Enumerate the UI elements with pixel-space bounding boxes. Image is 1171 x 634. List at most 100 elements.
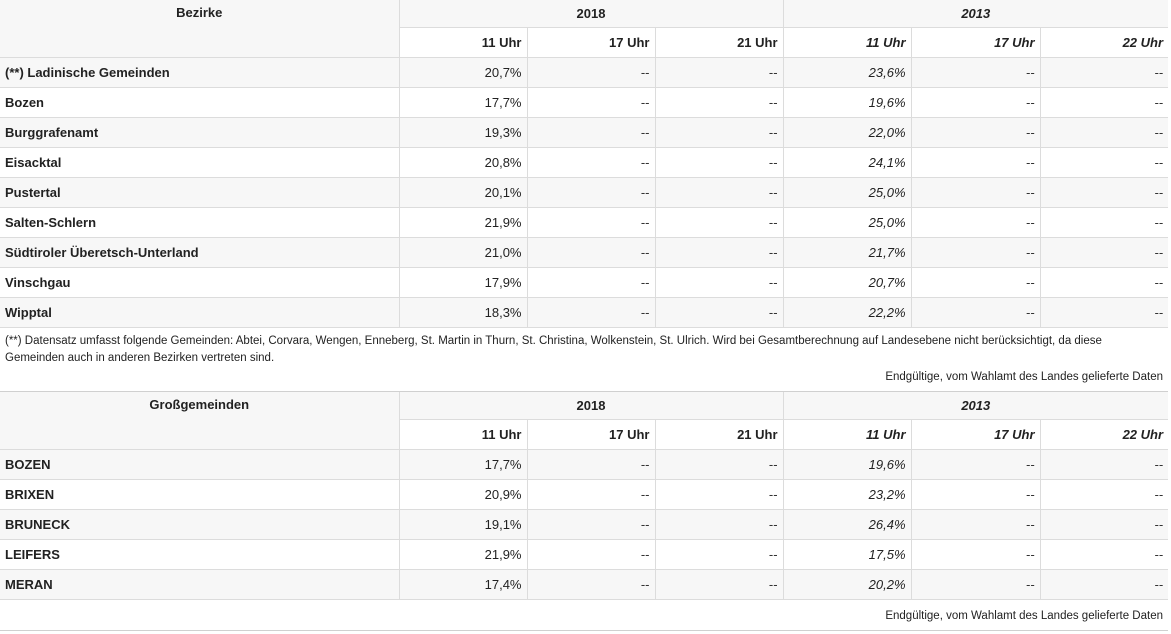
turnout-cell: -- <box>911 569 1041 600</box>
bezirke-rows: (**) Ladinische Gemeinden 20,7% -- -- 23,6% -… <box>0 57 1169 328</box>
turnout-cell: 19,1% <box>399 509 528 540</box>
row-name: BOZEN <box>0 449 400 480</box>
turnout-cell: 22,2% <box>783 297 912 328</box>
hour-header: 22 Uhr <box>1040 27 1169 58</box>
turnout-cell: -- <box>655 267 784 298</box>
turnout-cell: -- <box>911 237 1041 268</box>
turnout-cell: -- <box>911 267 1041 298</box>
turnout-cell: 17,4% <box>399 569 528 600</box>
turnout-cell: -- <box>527 479 656 510</box>
turnout-cell: 26,4% <box>783 509 912 540</box>
turnout-cell: -- <box>527 87 656 118</box>
table-row: LEIFERS 21,9% -- -- 17,5% -- -- <box>0 539 1169 570</box>
turnout-cell: 19,6% <box>783 449 912 480</box>
turnout-cell: -- <box>1040 87 1169 118</box>
year-header-2018: 2018 <box>399 392 784 420</box>
turnout-cell: -- <box>655 509 784 540</box>
hour-header: 17 Uhr <box>911 419 1041 450</box>
turnout-cell: -- <box>911 539 1041 570</box>
grossgemeinden-table: Großgemeinden 2018 2013 11 Uhr 17 Uhr 21… <box>0 392 1169 600</box>
row-name: Salten-Schlern <box>0 207 400 238</box>
turnout-cell: 20,9% <box>399 479 528 510</box>
turnout-cell: -- <box>527 509 656 540</box>
turnout-cell: 20,8% <box>399 147 528 178</box>
row-name: Wipptal <box>0 297 400 328</box>
hour-header: 21 Uhr <box>655 419 784 450</box>
section-label: Großgemeinden <box>0 392 400 450</box>
row-name: (**) Ladinische Gemeinden <box>0 57 400 88</box>
row-name: Eisacktal <box>0 147 400 178</box>
table-row: Pustertal 20,1% -- -- 25,0% -- -- <box>0 177 1169 208</box>
turnout-cell: -- <box>1040 539 1169 570</box>
turnout-cell: -- <box>1040 57 1169 88</box>
table-row: Wipptal 18,3% -- -- 22,2% -- -- <box>0 297 1169 328</box>
turnout-cell: -- <box>527 267 656 298</box>
bezirke-table: Bezirke 2018 2013 11 Uhr 17 Uhr 21 Uhr 1… <box>0 0 1169 328</box>
turnout-cell: 19,6% <box>783 87 912 118</box>
row-name: Südtiroler Überetsch-Unterland <box>0 237 400 268</box>
hour-header: 22 Uhr <box>1040 419 1169 450</box>
row-name: BRIXEN <box>0 479 400 510</box>
turnout-cell: -- <box>527 449 656 480</box>
turnout-cell: -- <box>911 177 1041 208</box>
turnout-cell: 21,9% <box>399 539 528 570</box>
row-name: MERAN <box>0 569 400 600</box>
row-name: Burggrafenamt <box>0 117 400 148</box>
turnout-cell: -- <box>655 237 784 268</box>
turnout-cell: -- <box>655 87 784 118</box>
turnout-cell: -- <box>655 569 784 600</box>
table-row: Vinschgau 17,9% -- -- 20,7% -- -- <box>0 267 1169 298</box>
turnout-cell: 23,2% <box>783 479 912 510</box>
row-name: Pustertal <box>0 177 400 208</box>
table-row: (**) Ladinische Gemeinden 20,7% -- -- 23,6% -… <box>0 57 1169 88</box>
year-header-2013: 2013 <box>783 392 1169 420</box>
divider <box>0 630 1168 631</box>
turnout-cell: -- <box>527 177 656 208</box>
turnout-cell: 17,7% <box>399 87 528 118</box>
turnout-cell: -- <box>527 569 656 600</box>
turnout-cell: 20,7% <box>783 267 912 298</box>
turnout-cell: -- <box>655 177 784 208</box>
row-name: Bozen <box>0 87 400 118</box>
turnout-cell: -- <box>655 479 784 510</box>
table-row: Südtiroler Überetsch-Unterland 21,0% -- -- 2… <box>0 237 1169 268</box>
turnout-cell: -- <box>1040 267 1169 298</box>
turnout-cell: 18,3% <box>399 297 528 328</box>
table-row: Salten-Schlern 21,9% -- -- 25,0% -- -- <box>0 207 1169 238</box>
turnout-cell: 20,1% <box>399 177 528 208</box>
turnout-cell: 21,7% <box>783 237 912 268</box>
table-row: Burggrafenamt 19,3% -- -- 22,0% -- -- <box>0 117 1169 148</box>
hour-header: 17 Uhr <box>527 27 656 58</box>
hour-header: 11 Uhr <box>783 419 912 450</box>
turnout-cell: 17,7% <box>399 449 528 480</box>
table-row: BRUNECK 19,1% -- -- 26,4% -- -- <box>0 509 1169 540</box>
table-row: MERAN 17,4% -- -- 20,2% -- -- <box>0 569 1169 600</box>
turnout-cell: -- <box>527 297 656 328</box>
divider <box>0 391 1168 392</box>
turnout-cell: -- <box>527 539 656 570</box>
turnout-cell: -- <box>1040 147 1169 178</box>
turnout-cell: -- <box>911 479 1041 510</box>
turnout-cell: -- <box>911 449 1041 480</box>
hour-header: 21 Uhr <box>655 27 784 58</box>
turnout-cell: -- <box>655 539 784 570</box>
turnout-cell: -- <box>1040 449 1169 480</box>
turnout-cell: 20,7% <box>399 57 528 88</box>
turnout-cell: -- <box>655 449 784 480</box>
hour-header: 11 Uhr <box>783 27 912 58</box>
table-row: BOZEN 17,7% -- -- 19,6% -- -- <box>0 449 1169 480</box>
turnout-cell: -- <box>911 117 1041 148</box>
turnout-cell: -- <box>1040 479 1169 510</box>
turnout-cell: -- <box>527 207 656 238</box>
data-source-note: Endgültige, vom Wahlamt des Landes gelie… <box>885 371 1163 383</box>
turnout-cell: -- <box>655 147 784 178</box>
row-name: Vinschgau <box>0 267 400 298</box>
turnout-cell: 23,6% <box>783 57 912 88</box>
turnout-cell: -- <box>527 237 656 268</box>
turnout-cell: -- <box>911 147 1041 178</box>
turnout-cell: -- <box>1040 117 1169 148</box>
turnout-cell: -- <box>655 57 784 88</box>
footnote: (**) Datensatz umfasst folgende Gemeinde… <box>5 335 1102 364</box>
turnout-cell: 17,9% <box>399 267 528 298</box>
year-header-2018: 2018 <box>399 0 784 28</box>
